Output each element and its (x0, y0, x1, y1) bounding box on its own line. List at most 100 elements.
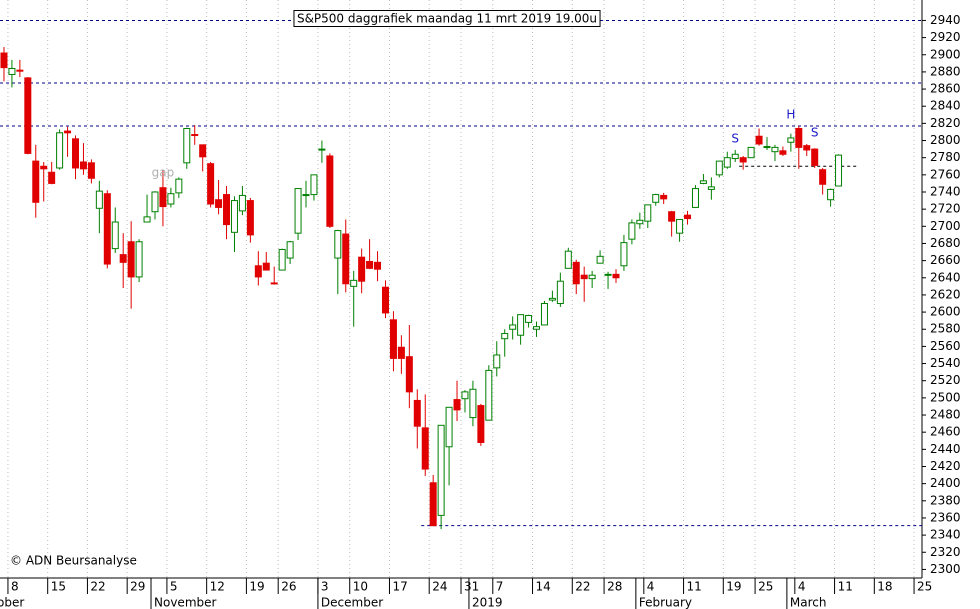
candle-body (318, 148, 326, 151)
x-tick-label: 17 (392, 580, 407, 594)
month-label: March (790, 596, 827, 609)
candle-body (437, 424, 445, 516)
candle-body (223, 194, 231, 226)
candle-body (246, 200, 254, 236)
candle-body (16, 69, 24, 72)
candle-body (509, 324, 517, 330)
candle-body (24, 77, 32, 154)
candle-body (262, 262, 270, 271)
candle-body (350, 279, 358, 287)
candle-body (811, 148, 819, 166)
y-tick-label: 2660 (930, 253, 961, 267)
candle-body (8, 67, 16, 75)
candle-body (366, 260, 374, 269)
x-tick-label: 11 (687, 580, 702, 594)
y-tick-label: 2580 (930, 322, 961, 336)
y-tick-label: 2600 (930, 305, 961, 319)
candle-body (644, 204, 652, 222)
candle-body (517, 314, 525, 336)
candle-body (310, 174, 318, 196)
candle-body (771, 146, 779, 153)
candle-body (819, 169, 827, 185)
candle-body (175, 178, 183, 194)
candle-body (588, 274, 596, 280)
candle-body (715, 160, 723, 176)
x-tick-label: 11 (838, 580, 853, 594)
candle-body (461, 391, 469, 400)
y-tick-label: 2740 (930, 184, 961, 198)
candle-body (151, 191, 159, 213)
candle-body (533, 326, 541, 330)
x-tick-label: 7 (496, 580, 504, 594)
month-label: November (154, 596, 216, 609)
y-tick-label: 2880 (930, 64, 961, 78)
candle-body (294, 188, 302, 234)
candle-body (374, 261, 382, 270)
y-tick-label: 2440 (930, 442, 961, 456)
x-tick-label: 10 (353, 580, 368, 594)
x-tick-label: 25 (758, 580, 773, 594)
candle-body (628, 222, 636, 240)
y-tick-label: 2840 (930, 99, 961, 113)
y-tick-label: 2680 (930, 236, 961, 250)
candle-body (612, 273, 620, 279)
candle-body (445, 406, 453, 448)
candle-body (286, 241, 294, 259)
candle-body (453, 399, 461, 411)
annotation: S (731, 131, 739, 145)
candle-body (707, 186, 715, 190)
x-tick-label: 25 (917, 580, 932, 594)
candle-body (501, 333, 509, 340)
y-tick-label: 2820 (930, 116, 961, 130)
y-tick-label: 2640 (930, 270, 961, 284)
x-tick-label: 29 (130, 580, 145, 594)
candle-body (421, 427, 429, 470)
x-tick-label: 28 (607, 580, 622, 594)
candle-body (803, 145, 811, 151)
candle-body (540, 303, 548, 326)
candle-body (183, 128, 191, 164)
y-tick-label: 2520 (930, 373, 961, 387)
candle-body (572, 261, 580, 285)
candle-body (779, 150, 787, 155)
annotation: gap (152, 166, 175, 180)
candle-body (723, 157, 731, 168)
month-label: February (639, 596, 692, 609)
y-tick-label: 2800 (930, 133, 961, 147)
annotation: H (786, 107, 795, 121)
candle-body (95, 190, 103, 209)
y-tick-label: 2860 (930, 82, 961, 96)
candle-body (127, 241, 135, 278)
candle-body (564, 250, 572, 269)
candle-body (827, 188, 835, 201)
candle-body (620, 242, 628, 267)
x-tick-label: 22 (90, 580, 105, 594)
candle-body (342, 233, 350, 285)
candle-body (143, 216, 151, 223)
candle-body (477, 405, 485, 443)
candle-body (397, 346, 405, 359)
candle-body (199, 144, 207, 158)
x-tick-label: 22 (575, 580, 590, 594)
y-tick-label: 2320 (930, 545, 961, 559)
x-tick-label: 4 (647, 580, 655, 594)
y-tick-label: 2540 (930, 356, 961, 370)
month-label: 2019 (472, 596, 503, 609)
candle-body (548, 297, 556, 301)
candle-body (469, 388, 477, 419)
y-tick-label: 2620 (930, 287, 961, 301)
candle-body (485, 369, 493, 421)
candle-body (763, 146, 771, 149)
candle-body (326, 155, 334, 227)
candle-body (556, 280, 564, 305)
y-tick-label: 2500 (930, 390, 961, 404)
candle-body (111, 221, 119, 250)
x-tick-label: 31 (464, 580, 479, 594)
month-label: ober (0, 596, 24, 609)
candle-body (191, 134, 199, 137)
candle-body (167, 193, 175, 205)
chart-title: S&P500 daggrafiek maandag 11 mrt 2019 19… (297, 12, 597, 26)
credit: © ADN Beursanalyse (10, 554, 137, 568)
